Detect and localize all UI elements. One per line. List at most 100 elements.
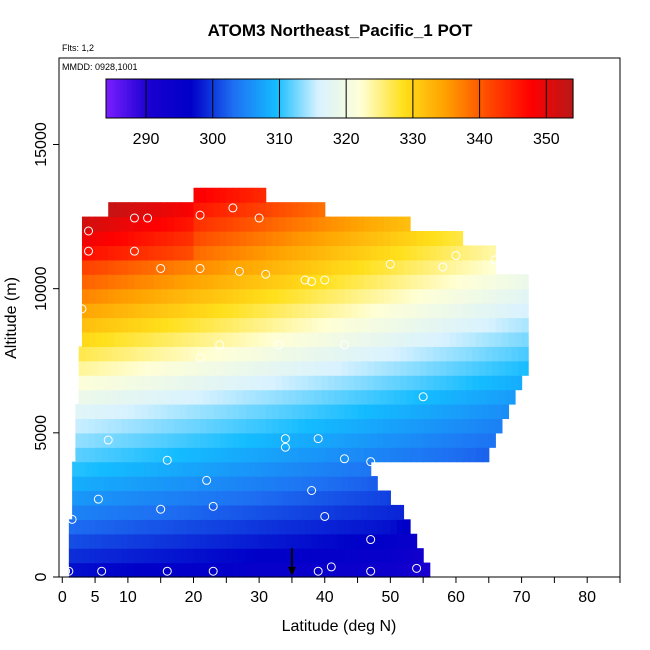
heatmap-cell [104, 375, 113, 391]
heatmap-cell [206, 404, 214, 420]
heatmap-cell [455, 432, 464, 448]
heatmap-cell [252, 245, 260, 261]
heatmap-cell [341, 476, 349, 492]
heatmap-cell [350, 259, 359, 275]
heatmap-cell [268, 504, 277, 520]
colorbar-swatch [246, 79, 250, 118]
heatmap-cell [180, 533, 188, 549]
heatmap-cell [354, 476, 362, 492]
heatmap-cell [350, 533, 359, 549]
heatmap-cell [193, 548, 201, 564]
observation-point [366, 566, 376, 576]
heatmap-cell [206, 274, 214, 290]
colorbar-swatch [220, 79, 224, 118]
heatmap-cell [462, 245, 470, 261]
heatmap-cell [252, 404, 260, 420]
heatmap-cell [167, 533, 175, 549]
heatmap-cell [465, 346, 473, 362]
heatmap-cell [160, 447, 168, 463]
heatmap-cell [203, 375, 211, 391]
colorbar-swatch [155, 79, 158, 118]
heatmap-cell [167, 418, 175, 434]
colorbar-swatch [306, 79, 310, 118]
heatmap-cell [226, 216, 234, 232]
heatmap-cell [259, 259, 267, 275]
heatmap-cell [459, 346, 467, 362]
heatmap-cell [449, 331, 457, 347]
heatmap-cell [383, 317, 391, 333]
heatmap-cell [380, 504, 388, 520]
colorbar-swatch [253, 79, 257, 118]
heatmap-cell [114, 202, 122, 218]
heatmap-cell [410, 432, 418, 448]
heatmap-cell [354, 504, 362, 520]
heatmap-cell [78, 490, 86, 506]
heatmap-cell [350, 404, 359, 420]
heatmap-cell [383, 548, 391, 564]
heatmap-cell [275, 375, 283, 391]
heatmap-cell [370, 274, 378, 290]
heatmap-cell [337, 317, 346, 333]
colorbar-swatch [365, 79, 369, 118]
heatmap-cell [127, 562, 136, 578]
heatmap-cell [206, 317, 214, 333]
heatmap-cell [121, 202, 129, 218]
heatmap-cell [436, 303, 444, 319]
heatmap-cell [436, 404, 444, 420]
heatmap-cell [318, 288, 326, 304]
heatmap-cell [291, 418, 300, 434]
heatmap-cell [442, 317, 450, 333]
heatmap-cell [213, 216, 221, 232]
heatmap-cell [318, 447, 326, 463]
heatmap-cell [196, 476, 204, 492]
heatmap-cell [173, 562, 181, 578]
heatmap-cell [262, 490, 270, 506]
heatmap-cell [88, 562, 96, 578]
heatmap-cell [108, 245, 116, 261]
heatmap-cell [285, 231, 293, 247]
heatmap-cell [81, 231, 90, 247]
heatmap-cell [213, 317, 221, 333]
heatmap-cell [147, 274, 155, 290]
heatmap-cell [104, 346, 113, 362]
colorbar-swatch [423, 79, 427, 118]
heatmap-cell [350, 331, 359, 347]
heatmap-cell [219, 432, 227, 448]
heatmap-cell [469, 418, 477, 434]
heatmap-cell [449, 303, 457, 319]
heatmap-cell [81, 259, 90, 275]
colorbar-swatch [148, 79, 151, 118]
heatmap-cell [350, 303, 359, 319]
heatmap-cell [515, 317, 523, 333]
heatmap-cell [249, 461, 257, 477]
heatmap-cell [272, 274, 280, 290]
heatmap-cell [193, 562, 201, 578]
observation-point [195, 263, 205, 273]
heatmap-cell [150, 490, 159, 506]
heatmap-cell [403, 245, 411, 261]
heatmap-cell [134, 288, 142, 304]
heatmap-cell [265, 288, 273, 304]
heatmap-cell [111, 375, 119, 391]
heatmap-cell [81, 288, 90, 304]
heatmap-cell [232, 288, 241, 304]
heatmap-cell [91, 346, 99, 362]
heatmap-cell [127, 447, 136, 463]
heatmap-cell [433, 360, 441, 376]
heatmap-cell [298, 303, 306, 319]
heatmap-cell [98, 346, 106, 362]
heatmap-cell [462, 259, 470, 275]
heatmap-cell [111, 360, 119, 376]
heatmap-cell [163, 490, 172, 506]
observation-point [143, 213, 153, 223]
heatmap-cell [91, 461, 99, 477]
heatmap-cell [203, 461, 211, 477]
heatmap-cell [331, 562, 339, 578]
colorbar-swatch [269, 79, 273, 118]
colorbar-swatch [113, 79, 116, 118]
heatmap-cell [81, 418, 90, 434]
heatmap-cell [95, 533, 103, 549]
heatmap-cell [324, 231, 332, 247]
heatmap-cell [91, 476, 99, 492]
observation-point [326, 562, 336, 572]
